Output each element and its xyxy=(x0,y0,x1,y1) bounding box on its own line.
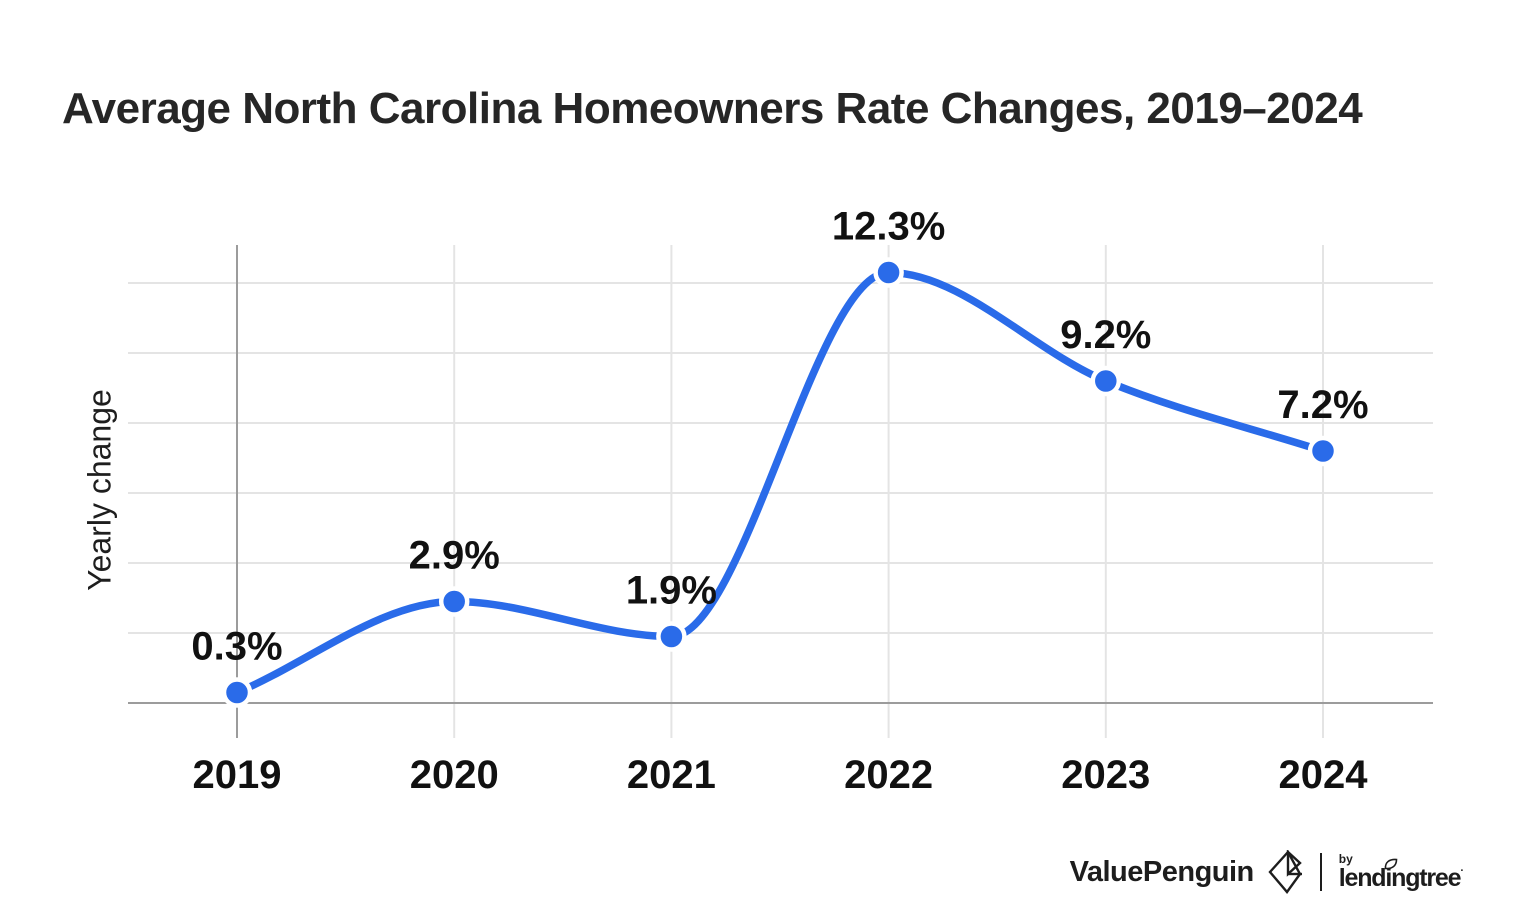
logo-divider xyxy=(1319,853,1322,891)
valuepenguin-diamond-icon xyxy=(1267,850,1303,894)
footer-logo: ValuePenguin by lendingtree· xyxy=(1070,848,1464,896)
leaf-icon xyxy=(1384,858,1398,874)
chart-title: Average North Carolina Homeowners Rate C… xyxy=(62,84,1363,133)
lendingtree-wordmark: lendingtree xyxy=(1338,864,1462,892)
data-point-label: 12.3% xyxy=(832,205,945,249)
trend-line xyxy=(233,268,1327,697)
data-point-label: 2.9% xyxy=(409,534,500,578)
data-point-label: 7.2% xyxy=(1277,383,1368,427)
x-axis-label: 2024 xyxy=(1279,753,1369,797)
data-point xyxy=(873,257,904,288)
data-point-label: 1.9% xyxy=(626,569,717,613)
data-point xyxy=(656,621,687,652)
x-axis-label: 2019 xyxy=(193,753,282,797)
data-point-label: 0.3% xyxy=(191,625,282,669)
x-axis-label: 2022 xyxy=(844,753,933,797)
valuepenguin-wordmark: ValuePenguin xyxy=(1069,855,1255,888)
x-axis-label: 2021 xyxy=(627,753,716,797)
by-label: by xyxy=(1338,852,1353,866)
data-point xyxy=(221,677,253,708)
data-point-label: 9.2% xyxy=(1060,313,1151,357)
lendingtree-lockup: by lendingtree· xyxy=(1339,853,1464,891)
trademark-dot: · xyxy=(1460,865,1464,877)
x-axis-label: 2020 xyxy=(410,753,499,797)
data-point xyxy=(1307,435,1339,467)
x-axis-label: 2023 xyxy=(1061,753,1150,797)
data-point xyxy=(1090,365,1122,397)
data-point xyxy=(438,586,470,617)
